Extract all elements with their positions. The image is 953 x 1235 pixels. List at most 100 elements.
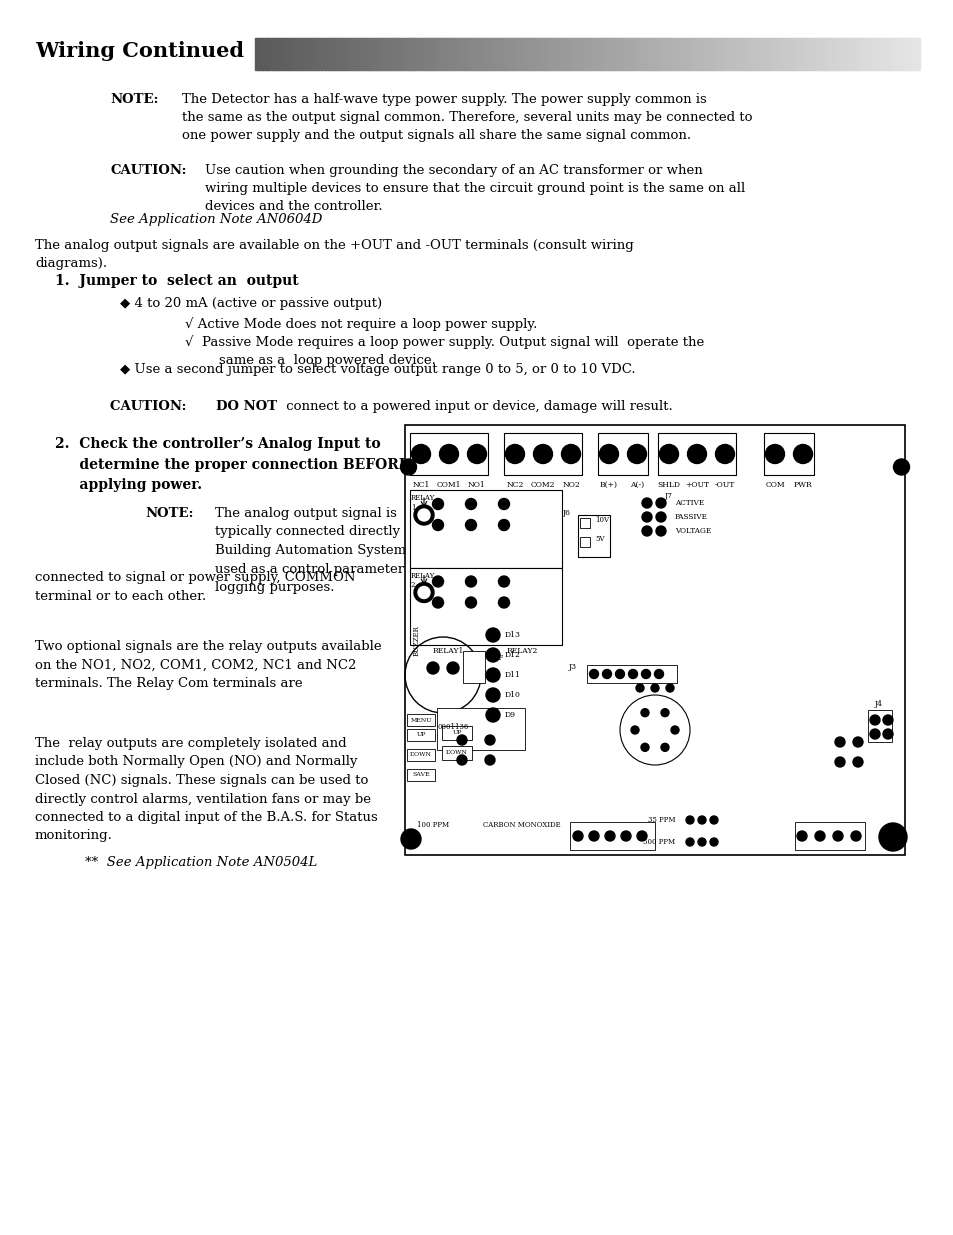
Bar [557,38,561,70]
Bar [659,38,663,70]
Circle shape [656,513,665,522]
Circle shape [709,816,718,824]
Circle shape [637,831,646,841]
Bar [700,38,703,70]
Bar [765,38,770,70]
Bar [617,38,620,70]
Text: 10V: 10V [595,516,608,524]
Circle shape [432,499,443,510]
Circle shape [465,576,476,587]
Bar [626,38,631,70]
Text: connected to signal or power supply, COMMON
terminal or to each other.: connected to signal or power supply, COM… [35,571,355,603]
Bar [808,38,813,70]
Bar [410,568,561,645]
Circle shape [561,445,579,463]
Bar [736,38,740,70]
Bar [281,38,286,70]
Bar [867,710,891,742]
Text: D11: D11 [504,671,520,679]
Bar [848,38,853,70]
Bar [371,38,375,70]
Bar [613,38,618,70]
Text: OFF: OFF [489,655,504,662]
Text: The analog output signal is
typically connected directly to the
Building Automat: The analog output signal is typically co… [214,508,490,594]
Bar [865,38,869,70]
Bar [414,38,418,70]
Circle shape [467,445,486,463]
Circle shape [814,831,824,841]
Circle shape [414,505,434,525]
Bar [387,38,392,70]
Bar [375,38,378,70]
Circle shape [685,816,693,824]
Text: NOTE:: NOTE: [145,508,193,520]
Circle shape [447,662,458,674]
Bar [769,38,773,70]
Text: ACTIVE: ACTIVE [675,499,703,508]
Bar [656,38,660,70]
Bar [554,38,558,70]
Bar [440,38,445,70]
Circle shape [670,726,679,734]
Circle shape [660,743,668,751]
Text: RELAY
2: RELAY 2 [411,572,435,589]
Text: connect to a powered input or device, damage will result.: connect to a powered input or device, da… [282,400,672,412]
Bar [520,38,524,70]
Bar [272,38,275,70]
Text: NOTE:: NOTE: [110,93,158,106]
Bar [317,38,322,70]
Text: NC1: NC1 [412,480,429,489]
Bar [417,38,421,70]
Text: PASSIVE: PASSIVE [675,513,707,521]
Bar [341,38,345,70]
Text: DOWN: DOWN [446,751,468,756]
Circle shape [832,831,842,841]
Circle shape [533,445,552,463]
Bar [586,664,677,683]
Circle shape [685,839,693,846]
Circle shape [498,576,509,587]
Circle shape [484,755,495,764]
Bar [868,38,873,70]
Bar [606,38,611,70]
Bar [819,38,822,70]
Bar [462,651,484,683]
Text: NOT: NOT [408,593,441,606]
Bar [451,38,455,70]
Bar [357,38,362,70]
Bar [598,433,647,475]
Circle shape [588,831,598,841]
Bar [447,38,452,70]
Bar [523,38,528,70]
Bar [254,38,259,70]
Bar [679,38,683,70]
Bar [444,38,448,70]
Circle shape [641,498,651,508]
Bar [497,38,501,70]
Text: DO NOT: DO NOT [215,400,276,412]
Bar [776,38,780,70]
Bar [431,38,435,70]
Bar [285,38,289,70]
Bar [872,38,876,70]
Circle shape [834,737,844,747]
Circle shape [485,629,499,642]
Bar [658,433,735,475]
Text: √ Active Mode does not require a loop power supply.: √ Active Mode does not require a loop po… [185,317,537,331]
Bar [476,38,481,70]
Text: J4: J4 [874,700,882,708]
Bar [407,769,435,781]
Circle shape [573,831,582,841]
Bar [729,38,733,70]
Bar [839,38,842,70]
Bar [464,38,468,70]
Circle shape [485,648,499,662]
Bar [875,38,880,70]
Circle shape [432,597,443,608]
Bar [590,38,594,70]
Circle shape [796,831,806,841]
Bar [583,38,587,70]
Bar [265,38,269,70]
Bar [821,38,826,70]
Circle shape [850,831,861,841]
